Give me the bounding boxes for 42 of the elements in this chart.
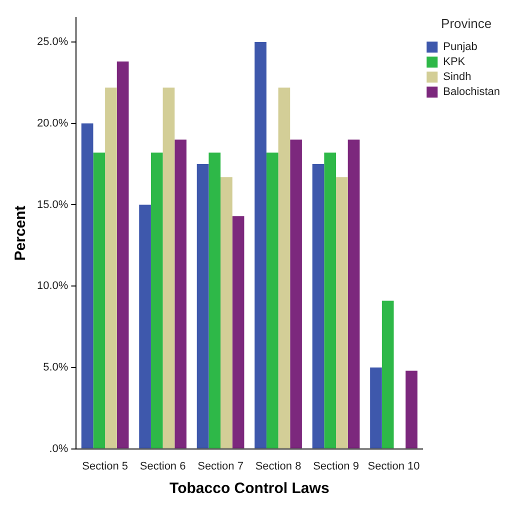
y-tick-label: 10.0%	[36, 280, 68, 292]
x-tick-label: Section 5	[82, 460, 128, 472]
bar	[139, 204, 151, 448]
x-axis-title: Tobacco Control Laws	[170, 480, 330, 498]
legend-title: Province	[441, 16, 492, 32]
bar	[278, 88, 290, 448]
bar	[116, 62, 129, 448]
bar	[81, 123, 94, 448]
bar	[196, 164, 209, 448]
legend-label: KPK	[443, 56, 466, 68]
legend-label: Punjab	[443, 41, 478, 54]
bar	[382, 300, 394, 448]
bar	[312, 164, 324, 448]
bar	[162, 88, 175, 448]
bar	[348, 140, 360, 448]
bar	[93, 152, 106, 448]
y-tick-label: 20.0%	[36, 117, 68, 130]
bar	[370, 367, 382, 448]
legend-label: Sindh	[443, 71, 472, 84]
bar	[406, 370, 418, 448]
bar	[208, 152, 221, 448]
y-tick-label: 25.0%	[36, 36, 68, 48]
bar	[232, 216, 244, 448]
bar	[254, 42, 266, 448]
bar	[174, 140, 186, 448]
legend-label: Balochistan	[443, 86, 500, 98]
x-tick-label: Section 6	[140, 460, 186, 472]
bar	[324, 152, 336, 448]
x-tick-label: Section 7	[198, 460, 244, 472]
x-tick-label: Section 9	[313, 460, 359, 472]
bar	[220, 177, 232, 448]
bar	[336, 177, 348, 448]
x-tick-label: Section 8	[255, 460, 302, 472]
bar	[150, 152, 163, 448]
bar	[290, 140, 302, 448]
y-tick-label: .0%	[49, 442, 68, 455]
y-tick-label: 15.0%	[36, 198, 68, 211]
y-axis-title: Percent	[12, 206, 30, 261]
bar	[266, 152, 278, 448]
bar	[105, 88, 117, 448]
y-tick-label: 5.0%	[43, 361, 68, 374]
x-tick-label: Section 10	[368, 460, 420, 472]
